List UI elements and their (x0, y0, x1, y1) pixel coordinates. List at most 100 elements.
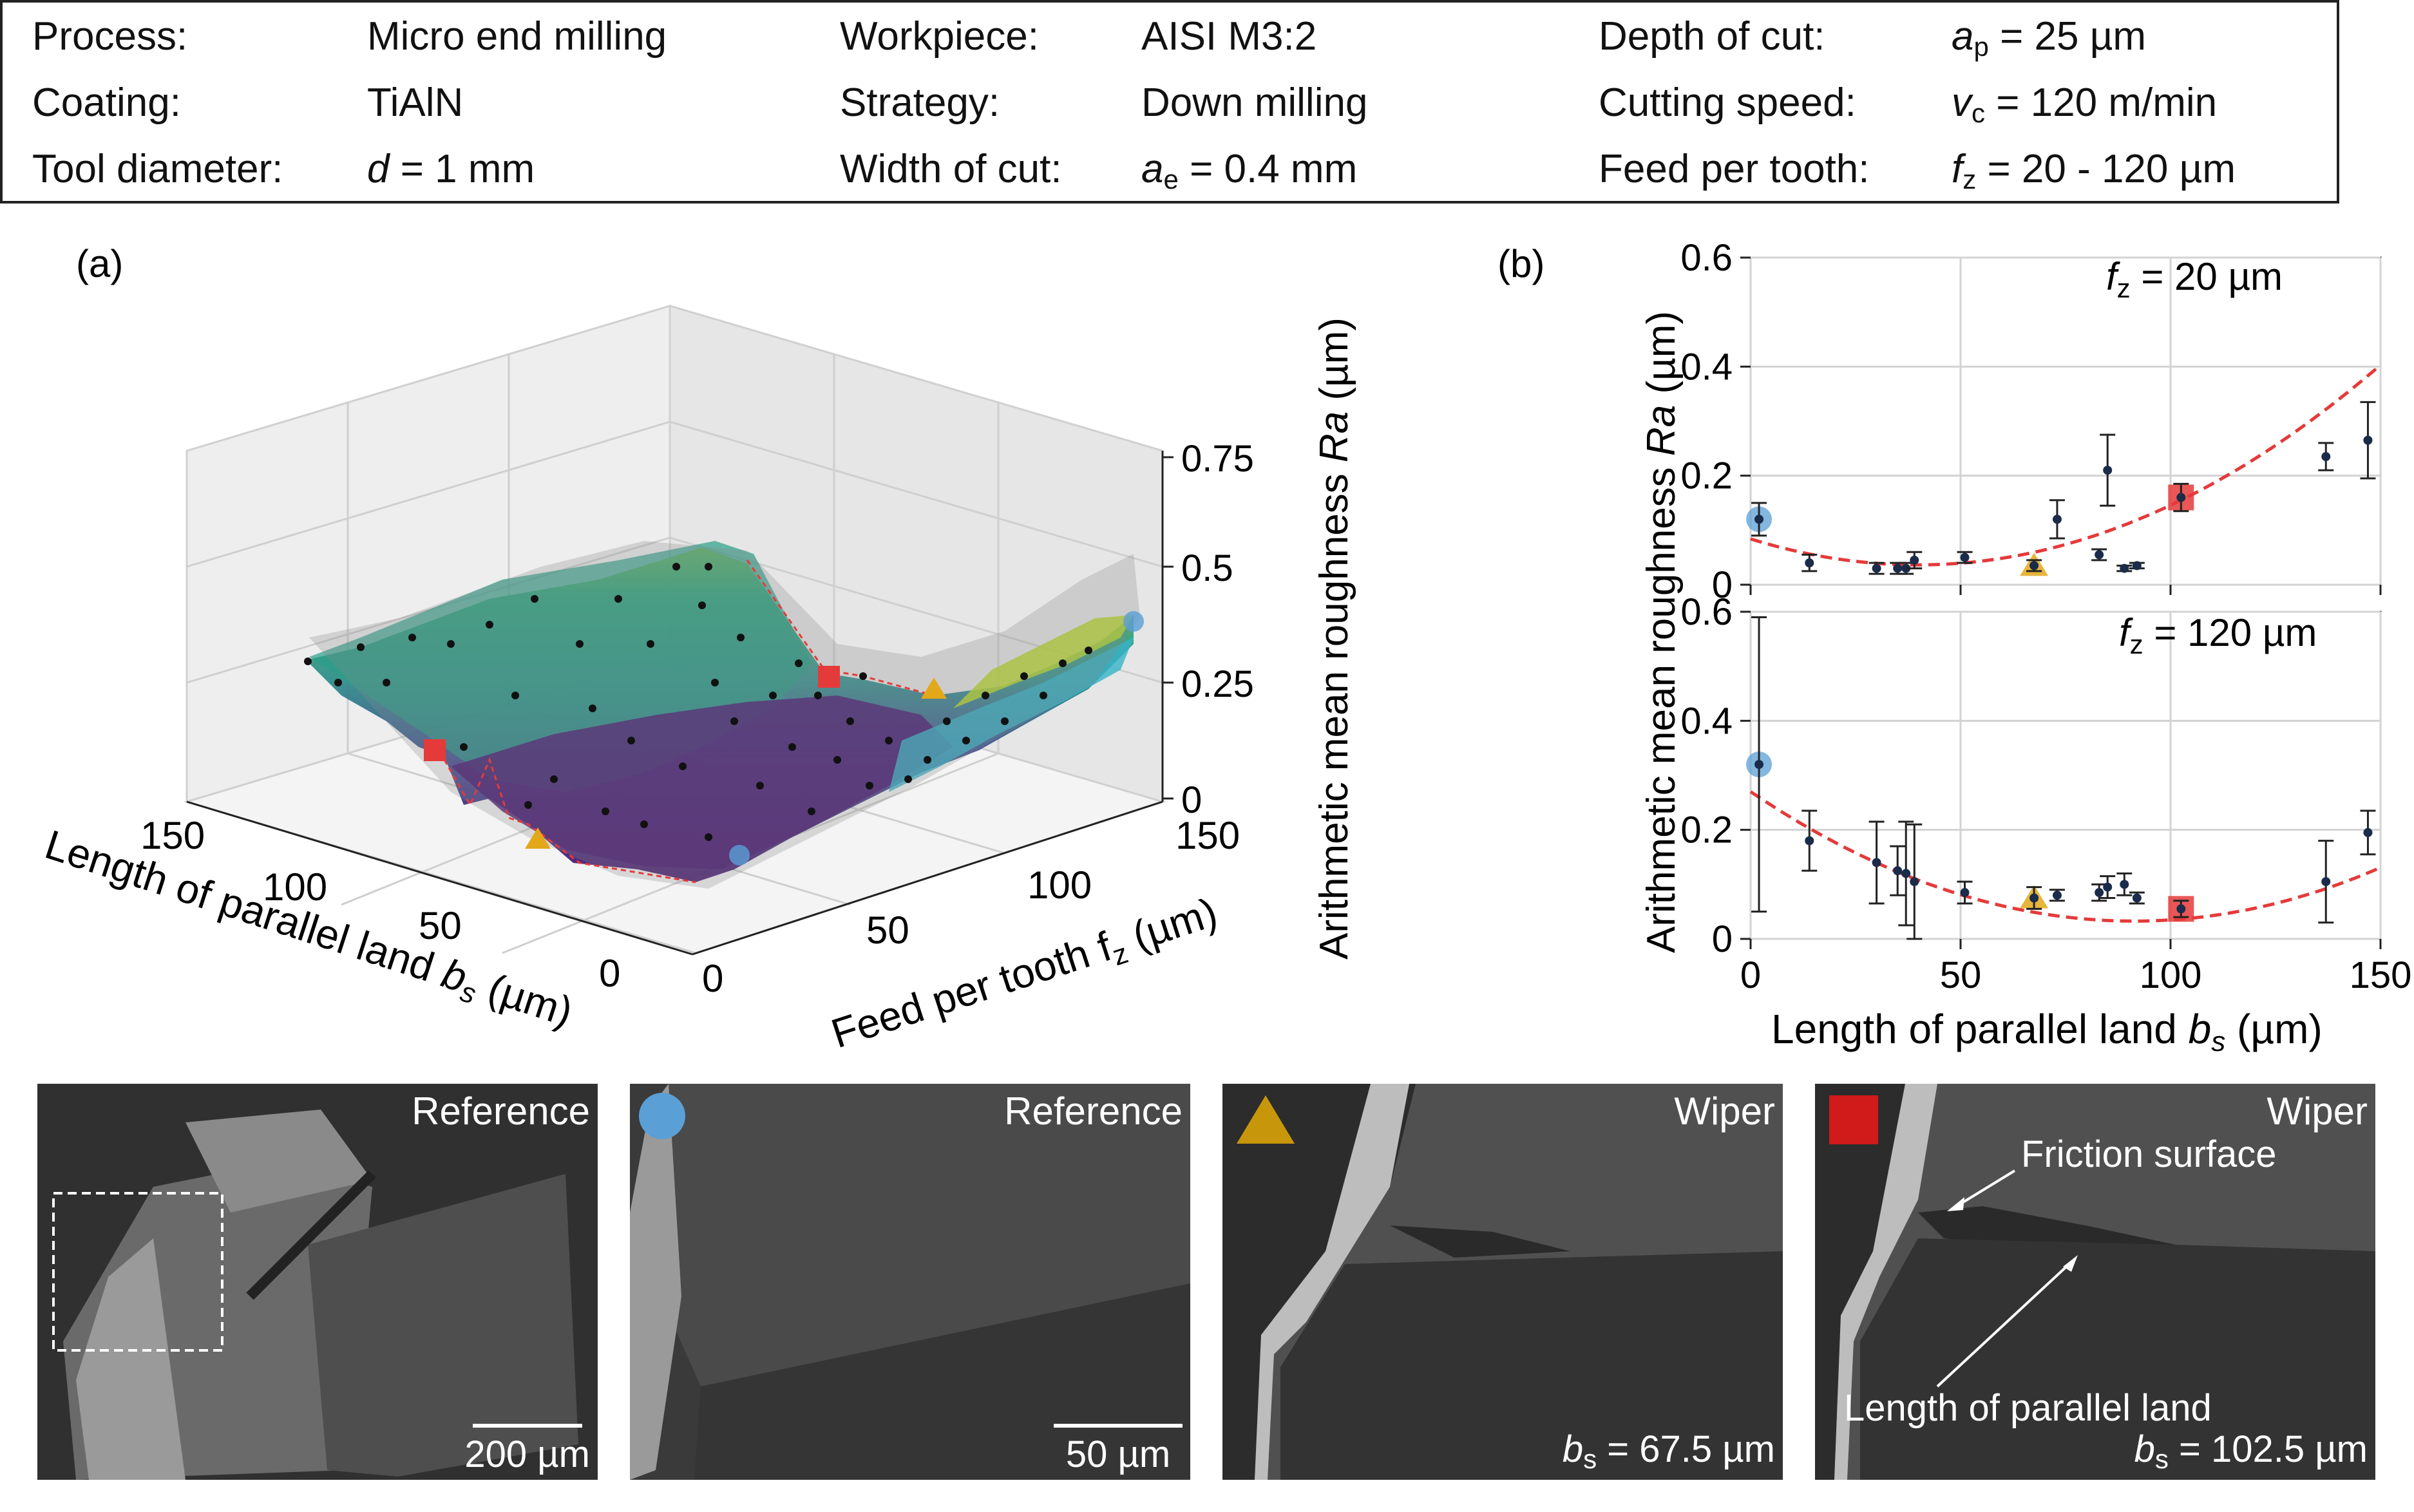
y-tick-label: 0.4 (1680, 346, 1733, 388)
y-tick-label: 0 (1712, 918, 1733, 960)
figure-canvas: (a) (40, 237, 2412, 1057)
panel-a-surface (306, 541, 1140, 889)
x-tick-label: 100 (2140, 954, 2202, 996)
param-label: Feed per tooth: (1599, 147, 1870, 191)
z-tick: 0.5 (1181, 547, 1233, 589)
data-point (1805, 558, 1814, 568)
top-annotation: fz = 20 µm (2106, 255, 2283, 303)
data-point (1754, 760, 1764, 770)
param-label: Tool diameter: (32, 147, 283, 191)
panel-b-label: (b) (1497, 242, 1544, 285)
sem-title: Reference (412, 1090, 590, 1133)
z-axis-label: Arithmetic mean roughness Ra (µm) (1312, 317, 1356, 959)
y3d-tick: 0 (702, 957, 723, 1000)
z-tick: 0.75 (1181, 438, 1254, 480)
panel-a-scatter (304, 563, 1092, 841)
z-tick: 0 (1181, 779, 1202, 821)
panel-b-ylabel: Arithmetic mean roughness Ra (µm) (1639, 311, 1684, 953)
sem-image (37, 1084, 598, 1480)
param-value: Down milling (1141, 80, 1368, 125)
data-point (2321, 877, 2331, 887)
sem-panel-overview: Reference 200 µm (37, 1084, 598, 1480)
yellow-triangle-marker (1237, 1095, 1295, 1144)
data-point (1960, 553, 1970, 562)
y-tick-label: 0.6 (1680, 591, 1733, 633)
param-label: Strategy: (840, 80, 1000, 125)
data-point (1910, 555, 1919, 565)
zoom-region-box (52, 1192, 223, 1352)
data-point (1872, 563, 1881, 573)
data-point (2029, 893, 2039, 903)
param-label: Width of cut: (840, 147, 1062, 191)
panel-b-top-plot: 0 0.2 0.4 0.6 fz = 20 µm (1680, 237, 2382, 606)
x3d-tick: 0 (599, 952, 620, 995)
param-value: ap = 25 µm (1952, 14, 2147, 62)
data-point (1893, 563, 1903, 573)
data-point (1893, 866, 1903, 876)
z-tick: 0.25 (1181, 663, 1254, 705)
data-point (1754, 515, 1764, 524)
data-point (2363, 827, 2373, 837)
parallel-land-label: Length of parallel land (1844, 1387, 2212, 1429)
param-value: vc = 120 m/min (1952, 80, 2218, 128)
data-point (2132, 893, 2142, 903)
sem-title: Reference (1004, 1090, 1183, 1133)
sem-title: Wiper (1674, 1090, 1775, 1133)
blue-circle-marker (639, 1093, 685, 1139)
data-point (1805, 836, 1814, 846)
data-point (2029, 561, 2039, 571)
data-point (1960, 888, 1970, 898)
y-tick-label: 0.2 (1680, 455, 1733, 497)
data-point (2176, 904, 2186, 914)
param-value: Micro end milling (367, 14, 667, 59)
y3d-tick: 150 (1175, 814, 1240, 857)
scale-bar: 50 µm (1054, 1424, 1183, 1476)
y3d-tick: 50 (866, 909, 909, 952)
param-value: TiAlN (367, 80, 464, 125)
data-point (2120, 563, 2129, 573)
sem-panel-wiper-102: Wiper Friction surface Length of paralle… (1815, 1084, 2375, 1480)
red-square-marker (1829, 1095, 1878, 1144)
param-label: Process: (32, 14, 188, 59)
param-label: Workpiece: (840, 14, 1039, 59)
x3d-tick: 150 (140, 814, 205, 857)
bottom-annotation: fz = 120 µm (2119, 611, 2317, 659)
data-point (2363, 435, 2373, 445)
param-value: d = 1 mm (367, 147, 535, 191)
data-point (2103, 466, 2113, 475)
data-point (2095, 888, 2104, 898)
friction-surface-label: Friction surface (2021, 1133, 2277, 1175)
data-point (2321, 452, 2331, 462)
data-point (2095, 550, 2104, 560)
data-point (1910, 877, 1919, 887)
panel-a-label: (a) (76, 242, 123, 285)
param-value: fz = 20 - 120 µm (1952, 147, 2236, 194)
param-label: Coating: (32, 80, 181, 125)
param-label: Cutting speed: (1599, 80, 1856, 125)
y-tick-label: 0.2 (1680, 809, 1733, 851)
parameter-table: Process: Micro end milling Coating: TiAl… (0, 0, 2339, 203)
bs-value: bs = 102.5 µm (2134, 1428, 2368, 1474)
y-tick-label: 0.4 (1680, 700, 1733, 742)
sem-panel-wiper-67: Wiper bs = 67.5 µm (1222, 1084, 1783, 1480)
data-point (1901, 869, 1911, 878)
y-tick-label: 0.6 (1680, 237, 1733, 279)
data-point (2132, 561, 2142, 571)
data-point (2052, 515, 2062, 524)
x-tick-label: 0 (1740, 954, 1761, 996)
y3d-tick: 100 (1027, 864, 1092, 907)
scale-bar: 200 µm (464, 1424, 590, 1476)
x-tick-label: 150 (2350, 954, 2412, 996)
x3d-tick: 100 (263, 865, 327, 909)
sem-panel-reference: Reference 50 µm (630, 1084, 1190, 1480)
x3d-tick: 50 (419, 904, 462, 947)
data-point (2103, 882, 2113, 892)
param-value: ae = 0.4 mm (1141, 147, 1358, 194)
sem-title: Wiper (2267, 1090, 2368, 1133)
y-tick-label: 0 (1712, 564, 1733, 606)
panel-b-bottom-plot: 0 0.2 0.4 0.6 fz = 120 µm (1680, 591, 2382, 960)
x-tick-label: 50 (1940, 954, 1982, 996)
panel-a-highlights (424, 611, 1144, 865)
panel-a-z-axis: 0 0.25 0.5 0.75 Arithmetic mean roughnes… (1161, 317, 1356, 959)
bs-value: bs = 67.5 µm (1562, 1428, 1775, 1474)
